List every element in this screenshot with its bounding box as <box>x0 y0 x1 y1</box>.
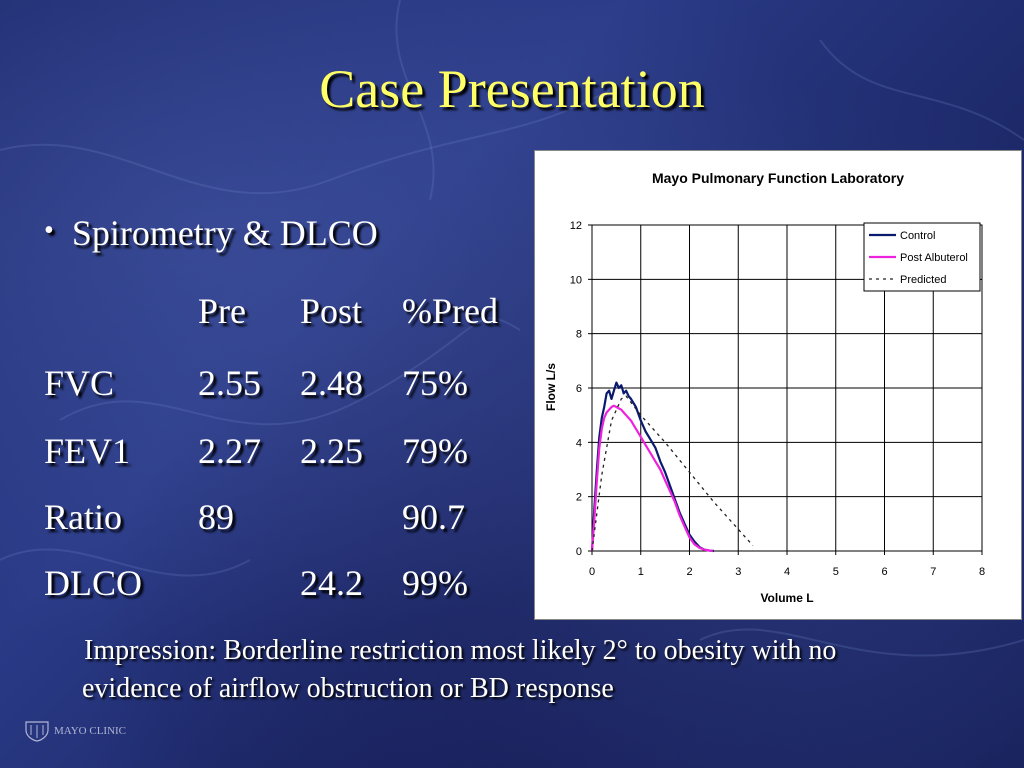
impression-line-2: evidence of airflow obstruction or BD re… <box>82 673 614 704</box>
mayo-clinic-logo: MAYO CLINIC <box>24 720 126 742</box>
x-axis-label: Volume L <box>760 591 813 605</box>
header-pre: Pre <box>198 291 246 331</box>
x-tick-label: 7 <box>930 566 936 578</box>
row-label: Ratio <box>44 497 122 537</box>
series-line-predicted <box>591 395 754 552</box>
bullet-text: Spirometry & DLCO <box>71 213 378 253</box>
x-tick-label: 1 <box>638 566 644 578</box>
y-tick-label: 12 <box>570 220 582 232</box>
x-tick-label: 5 <box>833 566 839 578</box>
x-tick-label: 4 <box>784 566 790 578</box>
row-pred: 79% <box>402 431 468 471</box>
series-line-control <box>590 381 715 553</box>
mayo-shield-icon <box>25 721 49 742</box>
y-tick-label: 6 <box>576 383 582 395</box>
bullet-dot-icon: • <box>44 215 54 246</box>
row-post: 2.48 <box>300 363 363 403</box>
bullet-item: • Spirometry & DLCO <box>44 212 378 254</box>
plot-frame <box>591 224 983 552</box>
chart-series <box>590 381 754 553</box>
series-line-post-albuterol <box>590 404 714 553</box>
chart-title: Mayo Pulmonary Function Laboratory <box>652 170 904 186</box>
y-axis-label: Flow L/s <box>544 363 558 411</box>
row-pred: 75% <box>402 363 468 403</box>
x-tick-label: 0 <box>589 566 595 578</box>
header-post: Post <box>300 291 363 331</box>
row-pred: 90.7 <box>402 497 465 537</box>
row-pre: 89 <box>198 497 234 537</box>
x-tick-label: 2 <box>686 566 692 578</box>
x-tick-label: 8 <box>979 566 985 578</box>
row-label: DLCO <box>44 563 142 603</box>
y-tick-label: 4 <box>576 437 582 449</box>
slide-title: Case Presentation <box>319 59 705 119</box>
header-pred: %Pred <box>402 291 498 331</box>
legend-label: Post Albuterol <box>900 252 968 264</box>
logo-text: MAYO CLINIC <box>54 725 127 737</box>
y-tick-label: 2 <box>576 492 582 504</box>
row-pre: 2.27 <box>198 431 261 471</box>
y-tick-label: 8 <box>576 329 582 341</box>
row-post: 2.25 <box>300 431 363 471</box>
impression-line-1: Impression: Borderline restriction most … <box>84 635 837 666</box>
legend-label: Predicted <box>900 274 946 286</box>
y-tick-label: 10 <box>570 274 582 286</box>
impression-text: Impression: Borderline restriction most … <box>82 632 1024 708</box>
legend-label: Control <box>900 230 935 242</box>
row-label: FEV1 <box>44 431 131 471</box>
row-label: FVC <box>44 363 115 403</box>
x-tick-label: 3 <box>735 566 741 578</box>
y-tick-label: 0 <box>576 546 582 558</box>
row-pred: 99% <box>402 563 468 603</box>
x-tick-label: 6 <box>881 566 887 578</box>
row-pre: 2.55 <box>198 363 261 403</box>
row-post: 24.2 <box>300 563 363 603</box>
chart-legend: Control Post Albuterol Predicted <box>863 222 981 292</box>
